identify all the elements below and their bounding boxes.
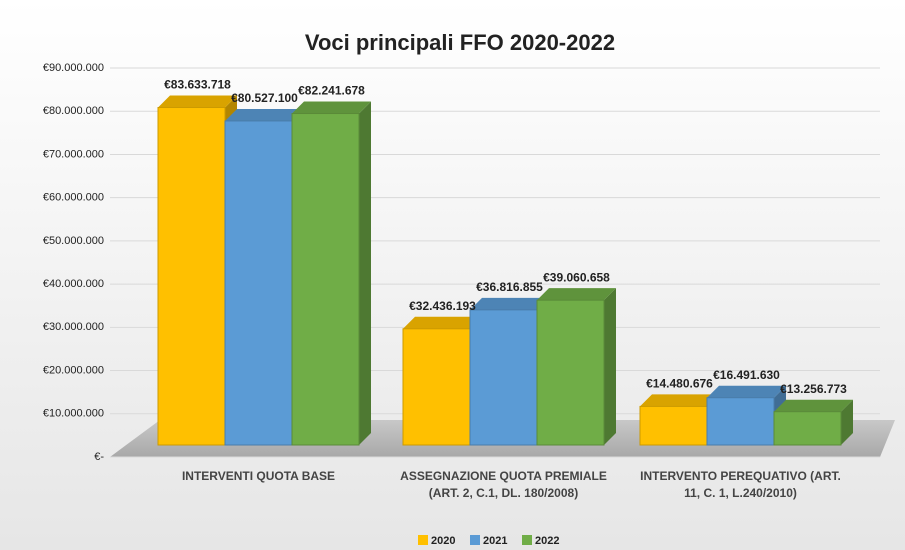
y-tick-label: €50.000.000 <box>43 235 104 247</box>
y-tick-label: €80.000.000 <box>43 105 104 117</box>
y-tick-label: €10.000.000 <box>43 408 104 420</box>
bar-top <box>537 288 616 301</box>
bar-top <box>225 108 304 121</box>
y-tick-label: €70.000.000 <box>43 148 104 160</box>
y-tick-label: €20.000.000 <box>43 364 104 376</box>
data-label: €32.436.193 <box>409 299 476 313</box>
bar-side <box>359 101 371 445</box>
data-label: €13.256.773 <box>780 382 847 396</box>
y-tick-label: €60.000.000 <box>43 192 104 204</box>
legend-label: 2020 <box>431 535 455 547</box>
bar-top <box>707 385 786 398</box>
data-label: €16.491.630 <box>713 368 780 382</box>
bar-top <box>158 95 237 108</box>
data-label: €80.527.100 <box>231 91 298 105</box>
x-tick-label: INTERVENTI QUOTA BASE <box>181 469 336 483</box>
y-tick-label: €- <box>94 451 104 463</box>
data-label: €83.633.718 <box>164 78 231 92</box>
bar-side <box>604 288 616 445</box>
legend-label: 2021 <box>483 535 507 547</box>
bar <box>469 309 538 446</box>
bar <box>157 107 226 446</box>
data-label: €82.241.678 <box>298 84 365 98</box>
bar-top <box>640 394 719 407</box>
x-tick-label: ASSEGNAZIONE QUOTA PREMIALE (ART. 2, C.1… <box>400 469 607 500</box>
bar-top <box>470 297 549 310</box>
bar-side <box>841 399 853 445</box>
legend-swatch <box>470 535 480 545</box>
bar <box>706 397 775 446</box>
data-label: €14.480.676 <box>646 377 713 391</box>
y-tick-label: €40.000.000 <box>43 278 104 290</box>
chart-title: Voci principali FFO 2020-2022 <box>305 30 615 55</box>
bar <box>291 113 360 446</box>
bar <box>773 411 842 446</box>
legend-swatch <box>522 535 532 545</box>
y-tick-label: €30.000.000 <box>43 321 104 333</box>
bar <box>224 120 293 446</box>
data-label: €39.060.658 <box>543 270 610 284</box>
y-tick-label: €90.000.000 <box>43 62 104 74</box>
bar-top <box>403 316 482 329</box>
bar-top <box>292 101 371 114</box>
bar <box>536 299 605 446</box>
data-label: €36.816.855 <box>476 280 543 294</box>
x-tick-label: INTERVENTO PEREQUATIVO (ART. 11, C. 1, L… <box>640 469 841 500</box>
legend-swatch <box>418 535 428 545</box>
bar <box>639 405 708 446</box>
legend-label: 2022 <box>535 535 559 547</box>
bar <box>402 328 471 446</box>
bar-top <box>774 399 853 412</box>
